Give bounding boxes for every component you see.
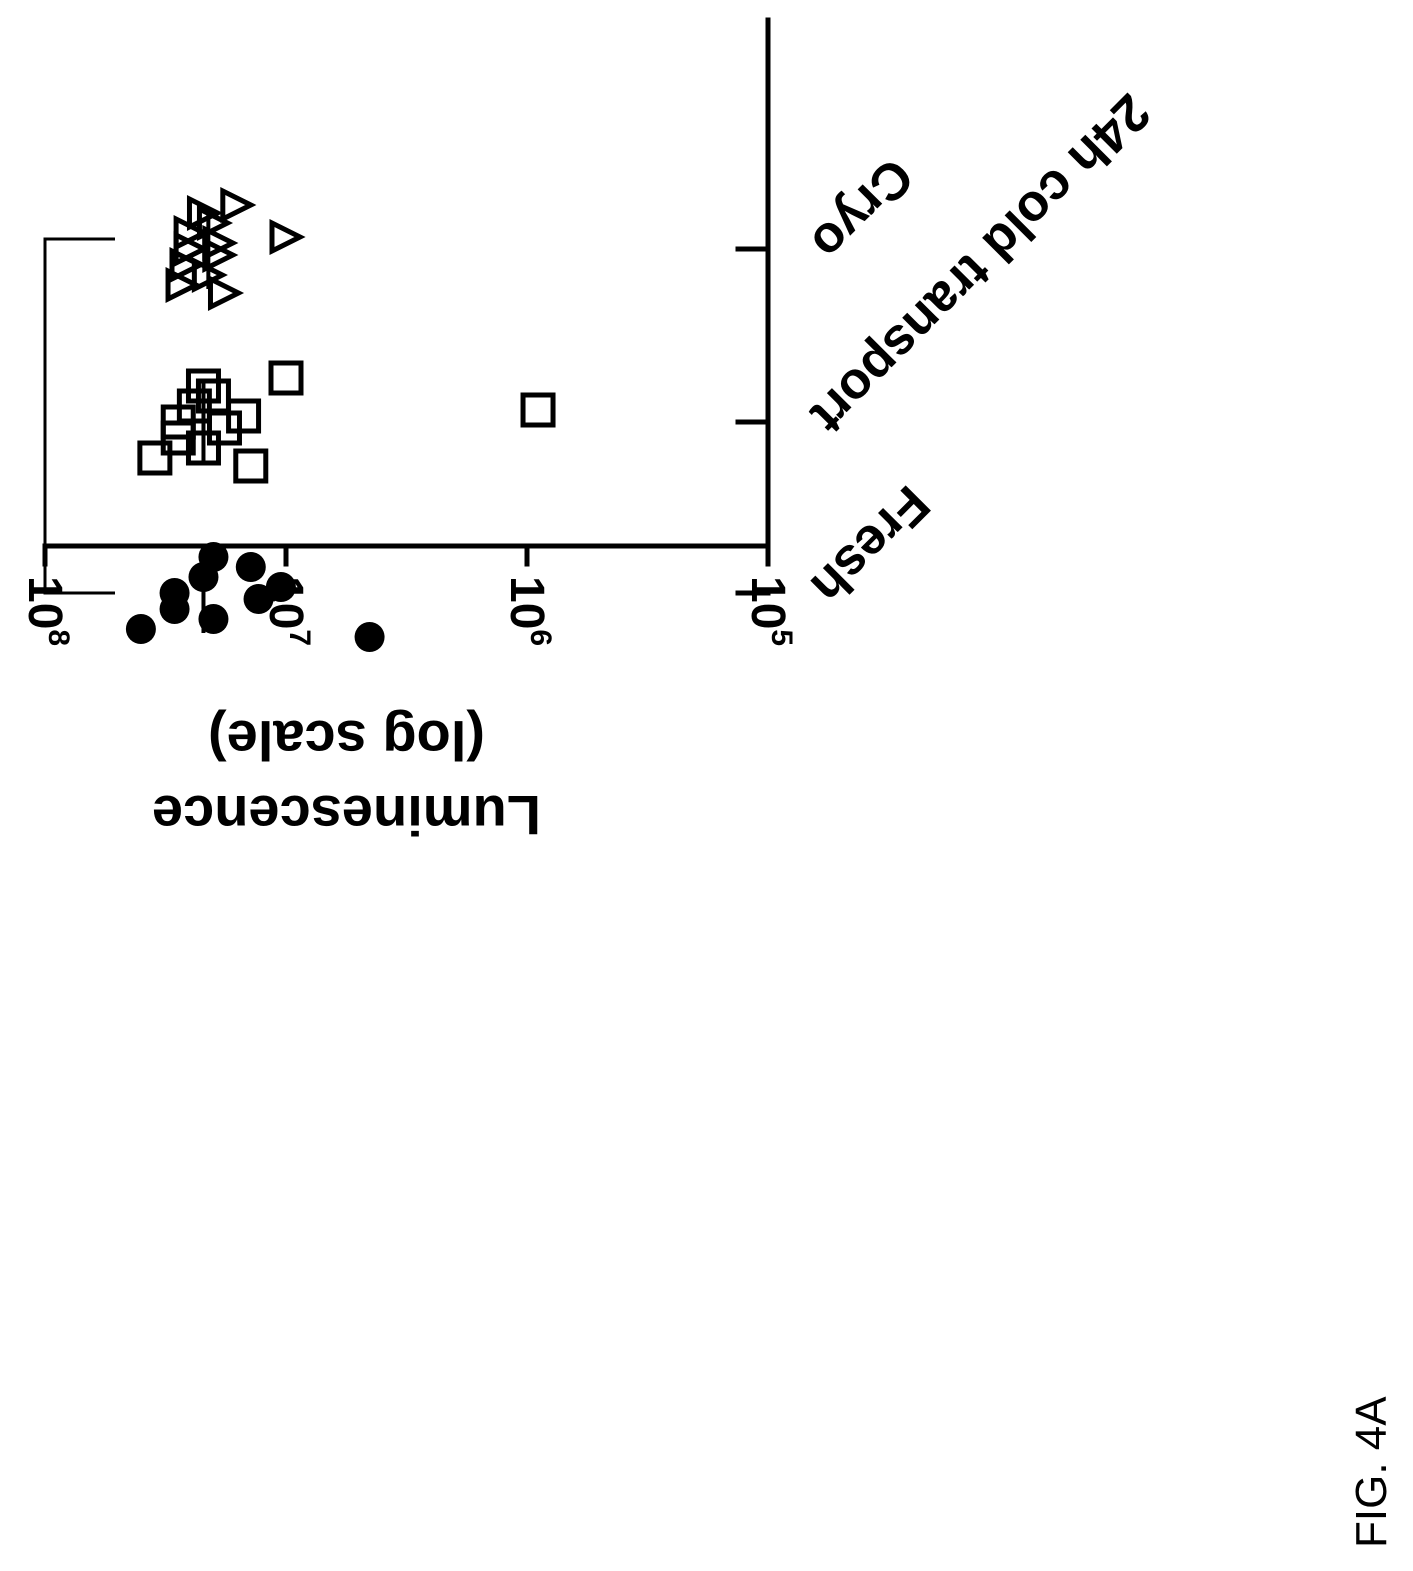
data-point-triangle	[186, 194, 224, 232]
data-point-circle	[159, 578, 190, 608]
data-point-circle	[235, 552, 266, 582]
data-point-triangle	[196, 204, 234, 242]
y-tick-label: 106	[500, 576, 557, 646]
data-point-square	[176, 388, 212, 424]
data-point-triangle	[207, 274, 245, 312]
y-axis-title: (log scale) Luminescence	[152, 709, 541, 847]
data-point-circle	[198, 604, 229, 634]
axes	[42, 17, 771, 549]
y-tick-label: 105	[741, 576, 798, 646]
figure-label: FIG. 4A	[1347, 1396, 1396, 1548]
data-point-square	[268, 360, 304, 396]
category-label: Cryo	[800, 147, 925, 272]
data-point-square	[226, 398, 262, 434]
data-points	[125, 186, 556, 652]
data-point-square	[520, 392, 556, 428]
data-point-triangle	[165, 266, 202, 304]
data-point-circle	[198, 542, 229, 572]
data-point-triangle	[202, 224, 239, 262]
bracket-path	[43, 237, 115, 595]
y-tick-text: 105	[741, 576, 798, 646]
category-label: Fresh	[800, 474, 941, 615]
data-point-triangle	[220, 186, 257, 224]
data-point-circle	[243, 584, 274, 614]
y-tick-text: 106	[500, 576, 557, 646]
data-point-square	[233, 448, 269, 484]
significance-bracket	[43, 237, 115, 595]
data-point-square	[206, 410, 242, 446]
data-point-circle	[265, 572, 296, 602]
data-point-triangle	[269, 218, 306, 256]
category-label: 24h cold transport	[800, 83, 1162, 445]
data-point-circle	[125, 614, 156, 644]
data-point-circle	[354, 622, 385, 652]
data-point-square	[137, 440, 173, 476]
